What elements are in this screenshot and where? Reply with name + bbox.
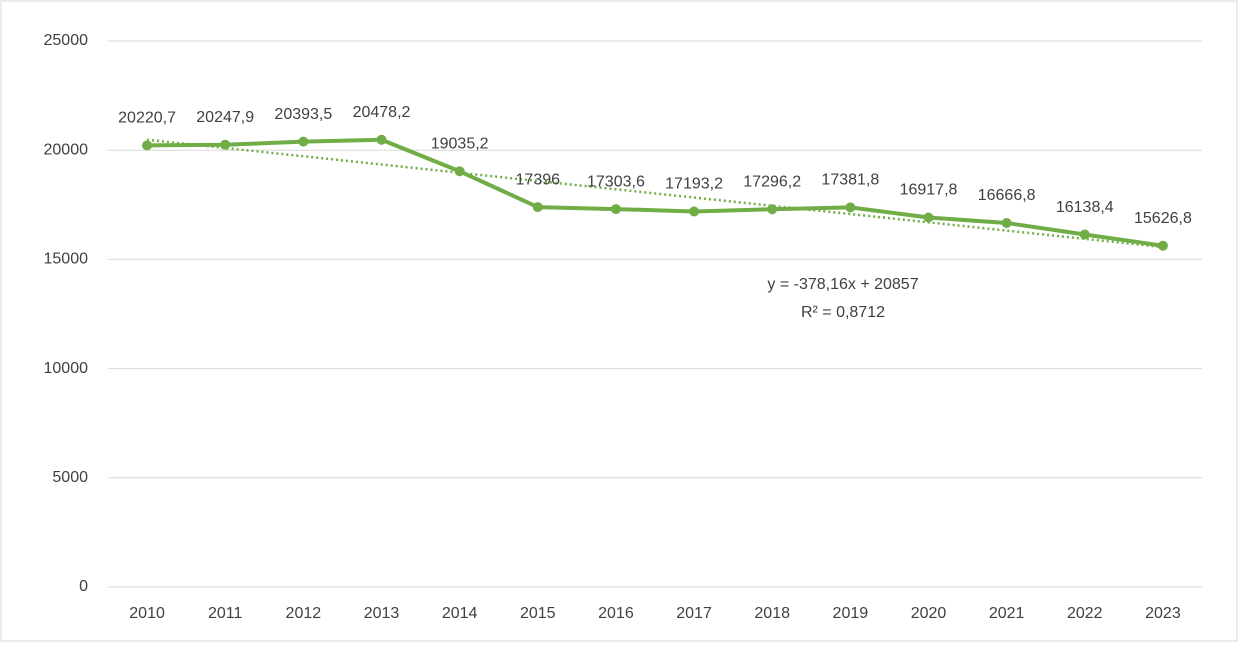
data-point (1001, 217, 1012, 228)
trendline (146, 138, 1164, 249)
data-label: 16666,8 (978, 187, 1036, 204)
data-point (610, 204, 621, 215)
y-tick-label: 0 (79, 578, 88, 595)
data-point (376, 134, 387, 145)
x-tick-label: 2015 (520, 605, 556, 622)
x-tick-label: 2022 (1067, 605, 1103, 622)
data-point (298, 136, 309, 147)
x-tick-label: 2010 (129, 605, 165, 622)
trend-r-squared: R² = 0,8712 (801, 304, 885, 321)
data-label: 19035,2 (431, 135, 489, 152)
data-point (142, 140, 153, 151)
x-tick-label: 2023 (1145, 605, 1181, 622)
data-label: 20478,2 (353, 104, 411, 121)
y-tick-label: 25000 (44, 32, 89, 49)
data-line (147, 137, 1164, 248)
y-tick-label: 5000 (52, 469, 88, 486)
data-label: 16917,8 (900, 182, 958, 199)
data-label: 17296,2 (743, 173, 801, 190)
data-point (532, 202, 543, 213)
data-point (220, 139, 231, 150)
x-tick-label: 2013 (364, 605, 400, 622)
data-point (1079, 229, 1090, 240)
data-point (767, 204, 778, 215)
data-label: 15626,8 (1134, 210, 1192, 227)
data-point (923, 212, 934, 223)
y-tick-label: 20000 (44, 141, 89, 158)
data-label: 17381,8 (821, 172, 879, 189)
x-tick-label: 2017 (676, 605, 712, 622)
data-label: 16138,4 (1056, 199, 1114, 216)
data-point (1157, 240, 1168, 251)
x-tick-label: 2021 (989, 605, 1025, 622)
data-label: 17396 (516, 171, 561, 188)
x-tick-label: 2016 (598, 605, 634, 622)
data-label: 20220,7 (118, 110, 176, 127)
y-tick-label: 10000 (44, 360, 89, 377)
data-label: 17193,2 (665, 176, 723, 193)
data-point (454, 166, 465, 177)
data-point (845, 202, 856, 213)
data-label: 20393,5 (274, 106, 332, 123)
x-tick-label: 2011 (208, 605, 243, 622)
data-point (689, 206, 700, 217)
x-tick-label: 2012 (286, 605, 322, 622)
data-label: 17303,6 (587, 173, 645, 190)
x-tick-label: 2019 (833, 605, 869, 622)
data-label: 20247,9 (196, 109, 254, 126)
y-tick-label: 15000 (44, 251, 89, 268)
trend-equation: y = -378,16x + 20857 (767, 276, 918, 293)
x-tick-label: 2020 (911, 605, 947, 622)
x-tick-label: 2014 (442, 605, 478, 622)
x-tick-label: 2018 (754, 605, 790, 622)
